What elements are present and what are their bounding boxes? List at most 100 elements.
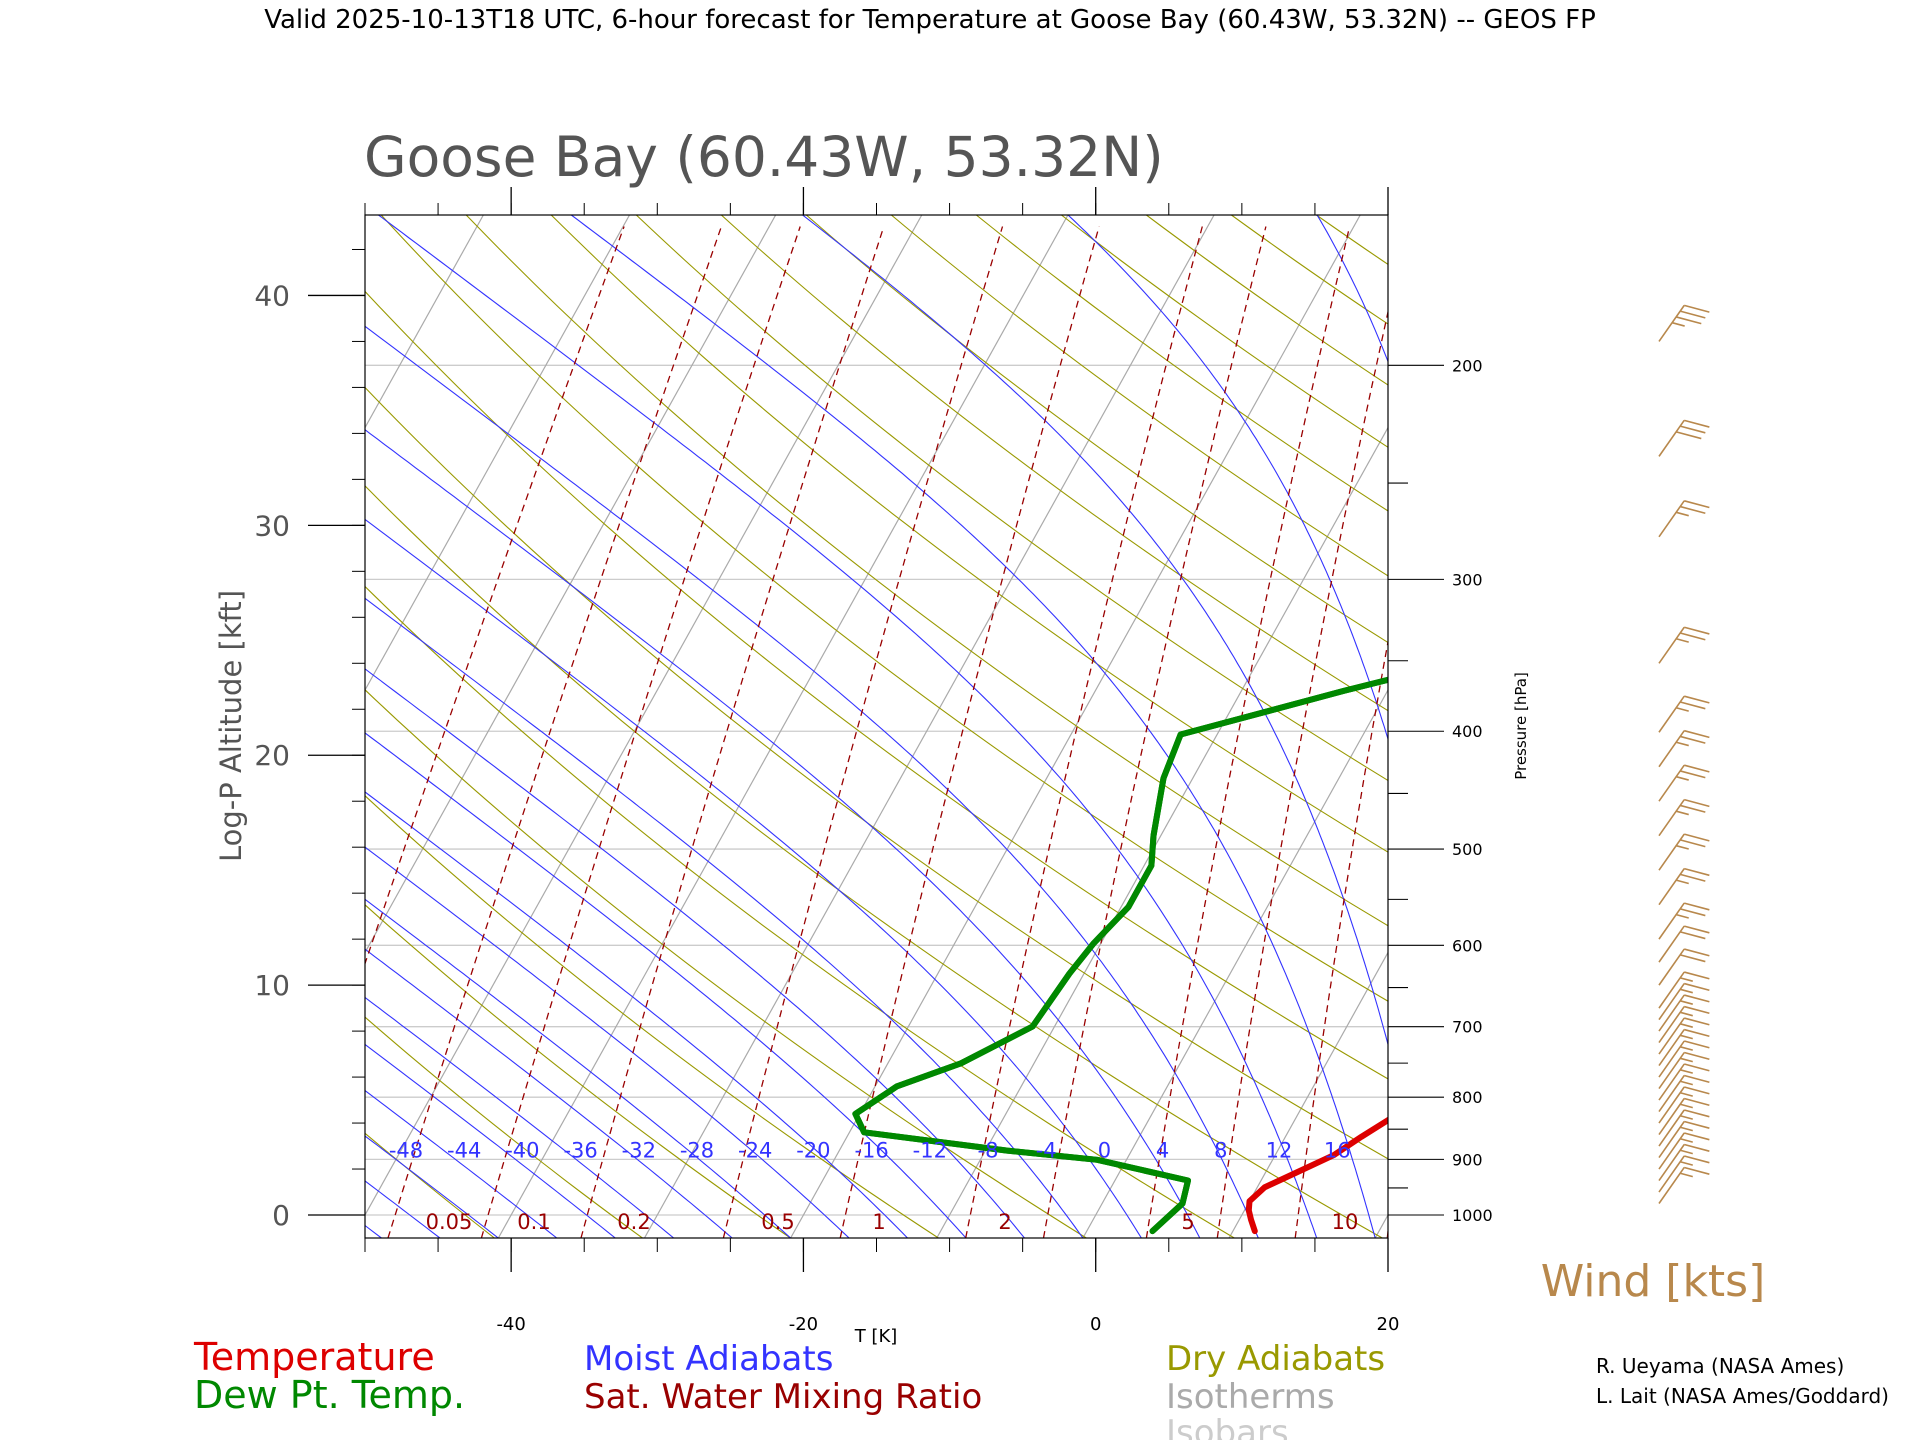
wind-barb-flag [1684,1132,1710,1141]
moist-adiabat-label: 8 [1214,1139,1227,1163]
wind-barb-staff [1658,1086,1685,1124]
moist-adiabat-line [365,1135,499,1238]
moist-adiabat-label: -20 [796,1139,830,1163]
moist-adiabat-label: -4 [1036,1139,1057,1163]
wind-barb [1658,1005,1710,1044]
wind-barb [1658,1074,1710,1113]
wind-barb [1658,1017,1710,1055]
legend-dewpoint: Dew Pt. Temp. [194,1373,465,1417]
wind-barb-half-flag [1679,988,1693,994]
wind-barb-half-flag [1679,1103,1693,1109]
wind-barb-staff [1658,626,1685,664]
wind-barb-flag [1684,1109,1710,1118]
wind-label: Wind [kts] [1541,1256,1766,1307]
wind-barb-flag [1684,971,1710,980]
dry-adiabat-line [365,904,791,1238]
moist-adiabat-label: -32 [622,1139,656,1163]
dry-adiabat-line [1231,215,1388,325]
moist-adiabat-label: 0 [1098,1139,1111,1163]
wind-barb [1658,798,1710,837]
credit-line-2: L. Lait (NASA Ames/Goddard) [1596,1384,1889,1408]
pressure-tick-label: 300 [1452,570,1483,589]
mixing-ratio-label: 1 [872,1210,885,1234]
wind-barb-staff [1658,925,1685,963]
dry-adiabat-line [380,215,1388,1002]
wind-barb-flag [1679,931,1706,940]
wind-barb-staff [1658,1075,1685,1113]
wind-barb [1658,1051,1710,1090]
wind-barb-staff [1658,971,1685,1009]
moist-adiabat-line [365,597,1084,1238]
dew-pt-temp-line [852,676,1388,1235]
wind-barb-flag [1684,833,1710,842]
moist-adiabat-line [1067,215,1388,741]
wind-barb-flag [1684,1143,1710,1152]
wind-barb-flag [1684,1040,1710,1049]
wind-barb-flag [1684,626,1710,635]
wind-barb-staff [1658,1109,1685,1147]
wind-barb-staff [1658,1040,1685,1078]
wind-barb-flag [1684,500,1710,509]
moist-adiabat-line [365,898,791,1238]
wind-barb-staff [1658,1155,1685,1193]
isotherm-line [1667,215,1920,1238]
wind-barb [1658,994,1710,1032]
isotherm-line [365,215,777,954]
y-tick-label: 30 [254,509,290,542]
mixing-ratio-label: 10 [1332,1210,1359,1234]
dewpoint-line-overlay [852,676,1388,1235]
mixing-ratio-line [480,226,801,1238]
wind-barb-flag [1684,1063,1710,1072]
dry-adiabat-line [1061,215,1388,448]
wind-barb-half-flag [1679,1160,1693,1166]
wind-barb-half-flag [1671,321,1685,327]
wind-barb-flag [1679,701,1706,710]
wind-barb-staff [1658,983,1685,1021]
moist-adiabat-label: -40 [505,1139,539,1163]
pressure-tick-label: 1000 [1452,1206,1493,1225]
wind-barb-flag [1679,954,1706,963]
wind-barb-flag [1684,1028,1710,1038]
wind-barb-flag [1684,1086,1710,1095]
wind-barb [1658,626,1710,664]
chart-title: Goose Bay (60.43W, 53.32N) [364,125,1164,189]
wind-barb-flag [1679,310,1706,319]
mixing-ratio-label: 0.2 [617,1210,650,1234]
wind-barb-half-flag [1679,1137,1693,1143]
moist-adiabat-label: -12 [913,1139,947,1163]
wind-barb-flag [1675,316,1702,325]
wind-barb-half-flag [1679,1057,1693,1063]
wind-barb-staff [1658,695,1685,733]
isotherm-line [365,215,631,692]
moist-adiabat-line [378,215,1318,1238]
wind-barb [1658,1132,1710,1170]
wind-barb-flag [1684,1097,1710,1106]
wind-barb-staff [1658,304,1685,342]
profile-series [852,676,1388,1235]
wind-barb-half-flag [1679,1172,1693,1178]
wind-barb-half-flag [1675,741,1689,747]
mixing-ratio-line [1904,227,1920,1239]
wind-barb-flag [1684,695,1710,704]
dry-adiabat-line [1316,215,1388,266]
wind-barb-flag [1684,798,1710,808]
dry-adiabat-line [0,215,347,1238]
y-tick-label: 0 [272,1199,290,1232]
moist-adiabat-label: -16 [854,1139,888,1163]
wind-barb-staff [1658,764,1685,802]
moist-adiabat-line [365,732,967,1238]
pressure-tick-label: 400 [1452,722,1483,741]
wind-barb [1658,500,1710,538]
wind-barb-staff [1658,500,1685,538]
isotherm-line [365,215,484,429]
wind-barb-flag [1684,1017,1710,1026]
x-tick-label: 0 [1090,1314,1101,1335]
wind-barb [1658,729,1710,768]
legend-mixing-ratio: Sat. Water Mixing Ratio [584,1377,982,1417]
x-tick-label: 20 [1377,1314,1400,1335]
legend-isotherms: Isotherms [1166,1377,1335,1417]
mixing-ratio-line [1681,227,1777,1239]
dry-adiabat-line [365,1016,643,1238]
